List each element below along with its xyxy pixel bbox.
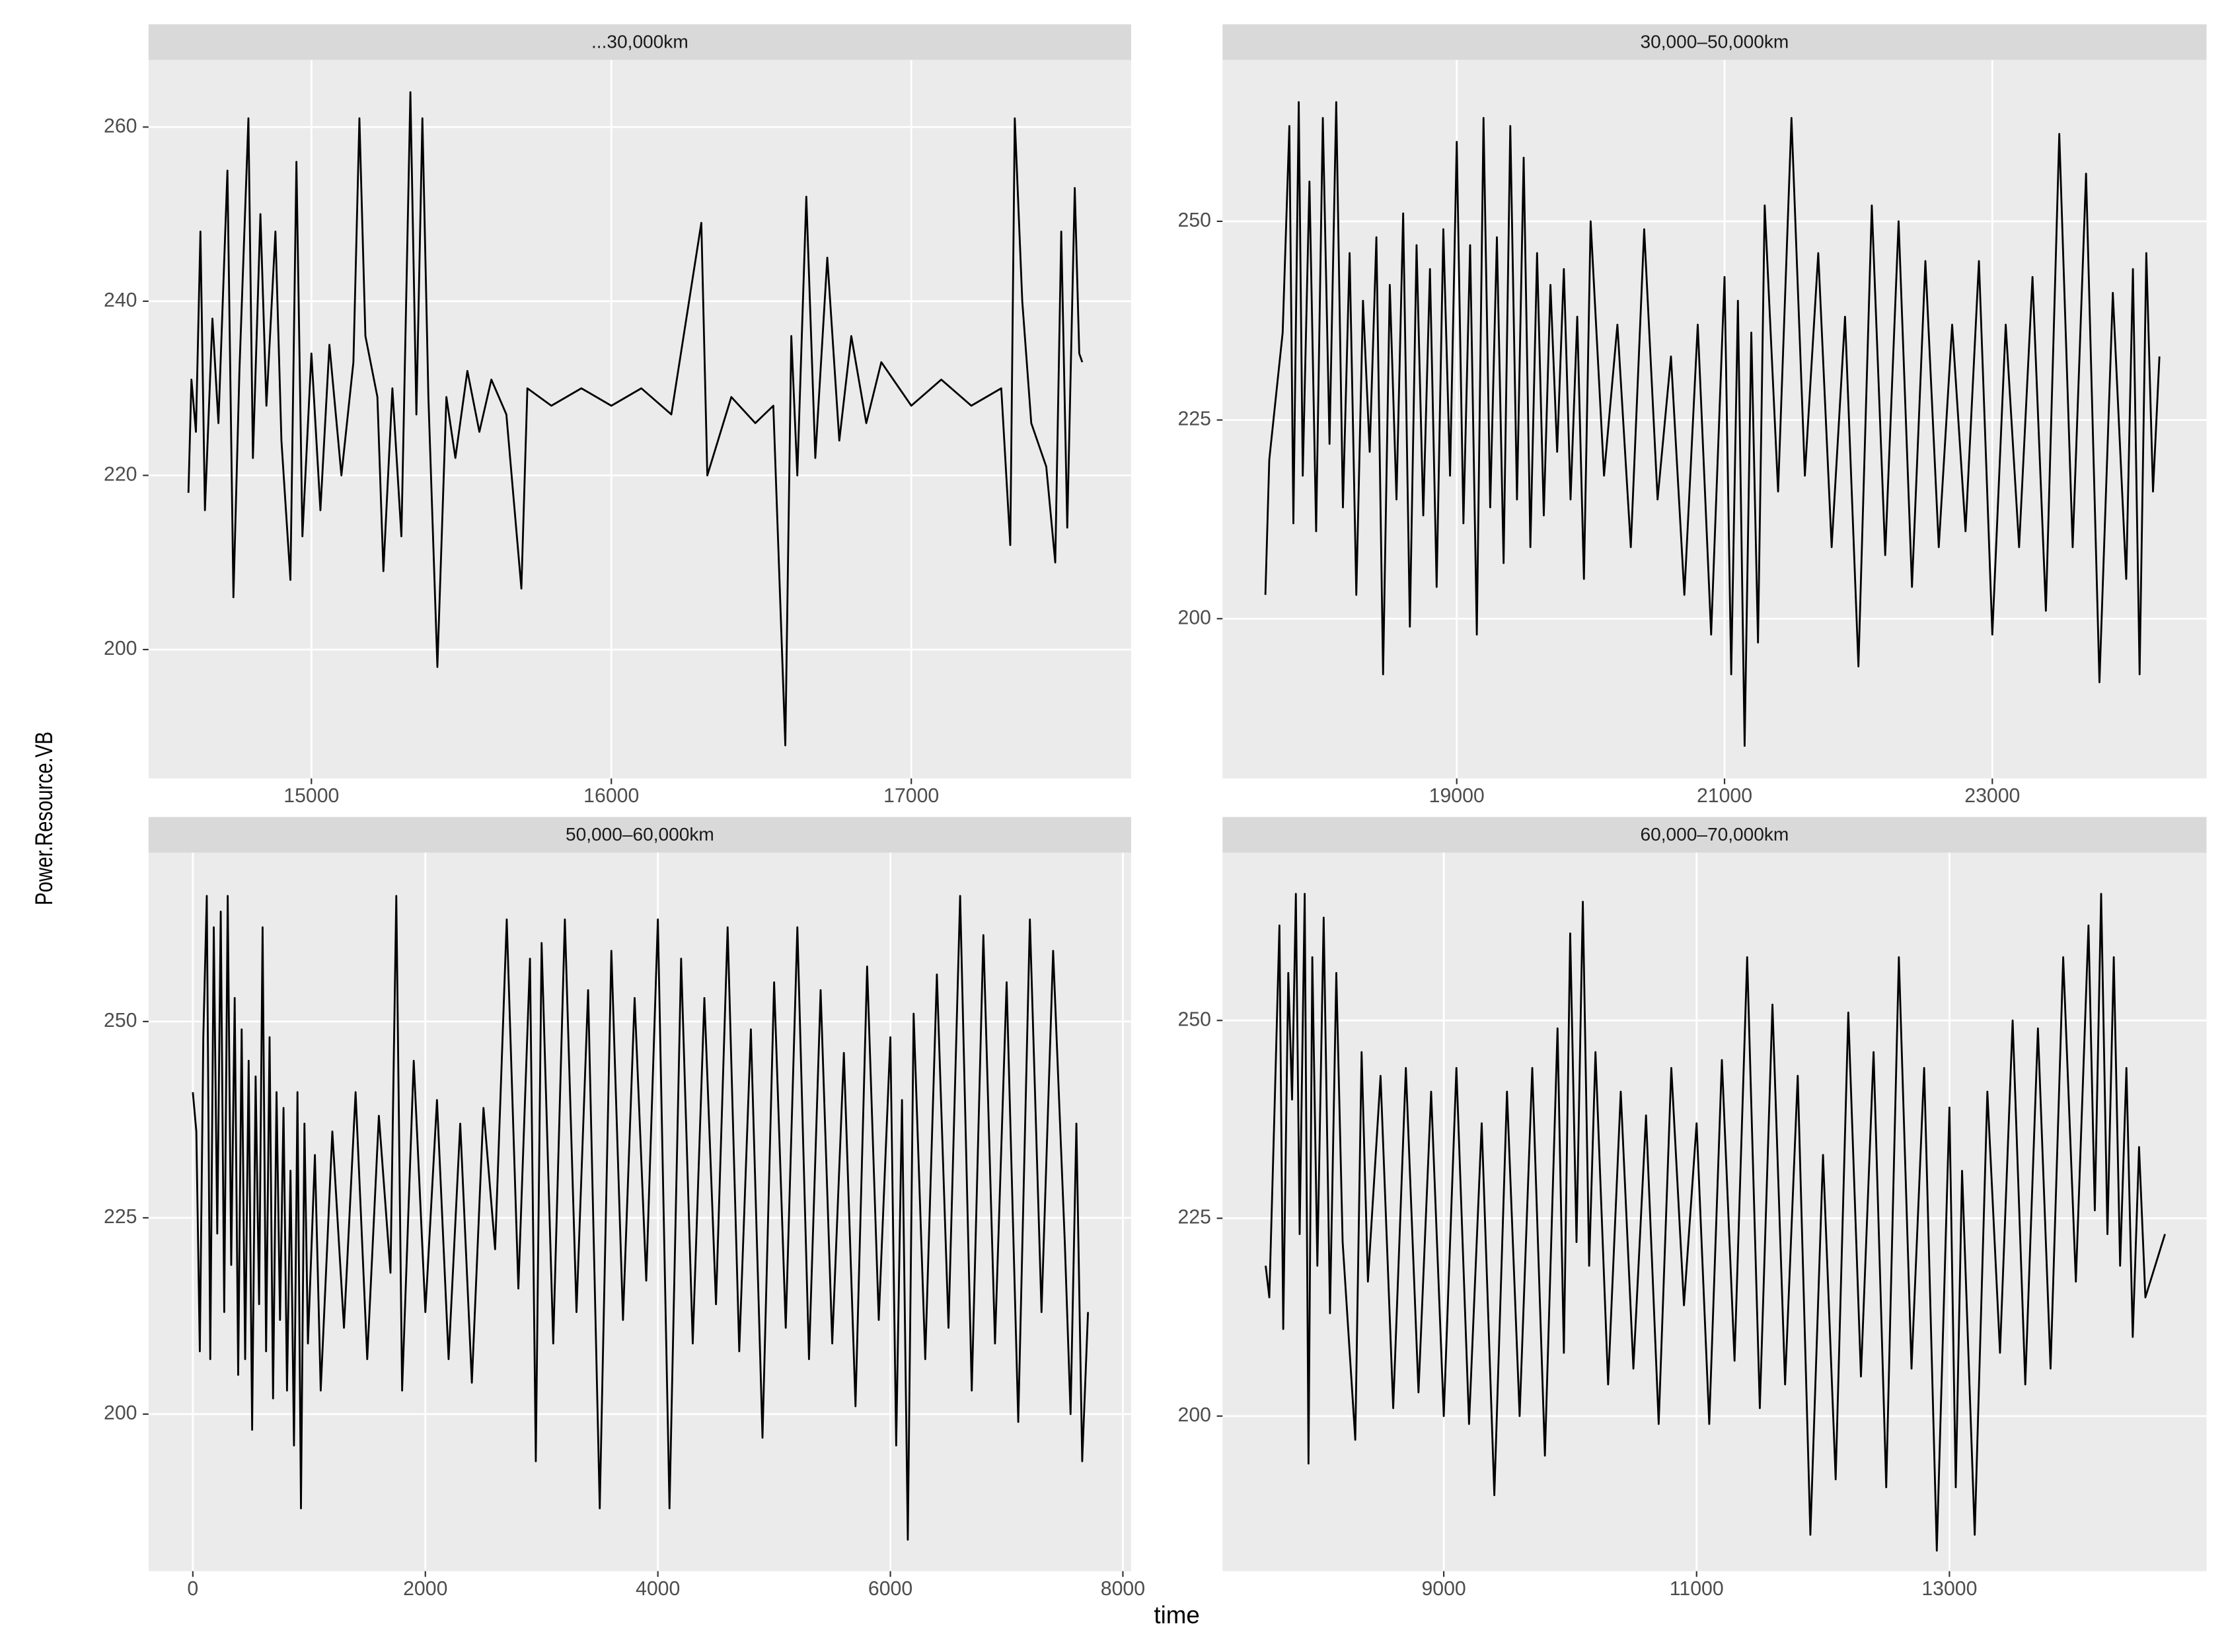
y-tick-label: 220 xyxy=(104,463,137,485)
strip xyxy=(148,24,1131,60)
x-tick-label: 21000 xyxy=(1697,785,1752,807)
x-axis-title: time xyxy=(1154,1602,1199,1629)
y-tick-label: 200 xyxy=(1177,607,1210,628)
x-tick-label: 15000 xyxy=(283,785,339,807)
strip xyxy=(1222,24,2207,60)
x-tick-label: 9000 xyxy=(1421,1578,1466,1600)
x-tick-label: 0 xyxy=(187,1578,198,1600)
x-tick-label: 8000 xyxy=(1101,1578,1145,1600)
x-tick-label: 6000 xyxy=(868,1578,912,1600)
strip xyxy=(1222,817,2207,853)
series-line xyxy=(1264,101,2161,747)
y-tick-label: 250 xyxy=(104,1010,137,1032)
series-line xyxy=(1265,893,2166,1552)
y-tick-label: 260 xyxy=(104,115,137,137)
strip-label: 30,000–50,000km xyxy=(1641,31,1789,52)
x-tick-label: 16000 xyxy=(583,785,639,807)
strip-label: ...30,000km xyxy=(591,31,688,52)
strip xyxy=(148,817,1131,853)
x-tick-label: 13000 xyxy=(1921,1578,1977,1600)
x-tick-label: 19000 xyxy=(1429,785,1485,807)
y-tick-label: 225 xyxy=(104,1206,137,1228)
y-tick-label: 225 xyxy=(1177,408,1210,430)
series-line xyxy=(187,91,1084,747)
y-tick-label: 240 xyxy=(104,289,137,311)
y-tick-label: 250 xyxy=(1177,209,1210,231)
y-tick-label: 200 xyxy=(104,1402,137,1424)
series-line xyxy=(192,895,1090,1541)
strip-label: 50,000–60,000km xyxy=(566,824,714,845)
y-tick-label: 200 xyxy=(104,638,137,659)
x-tick-label: 4000 xyxy=(636,1578,680,1600)
y-axis-title: Power.Resource.VB xyxy=(31,732,58,905)
x-tick-label: 2000 xyxy=(403,1578,447,1600)
y-tick-label: 250 xyxy=(1177,1008,1210,1030)
x-tick-label: 11000 xyxy=(1670,1578,1724,1600)
x-tick-label: 17000 xyxy=(883,785,939,807)
y-tick-label: 200 xyxy=(1177,1404,1210,1426)
x-tick-label: 23000 xyxy=(1964,785,2020,807)
panel xyxy=(1222,852,2207,1571)
strip-label: 60,000–70,000km xyxy=(1641,824,1789,845)
y-tick-label: 225 xyxy=(1177,1207,1210,1228)
